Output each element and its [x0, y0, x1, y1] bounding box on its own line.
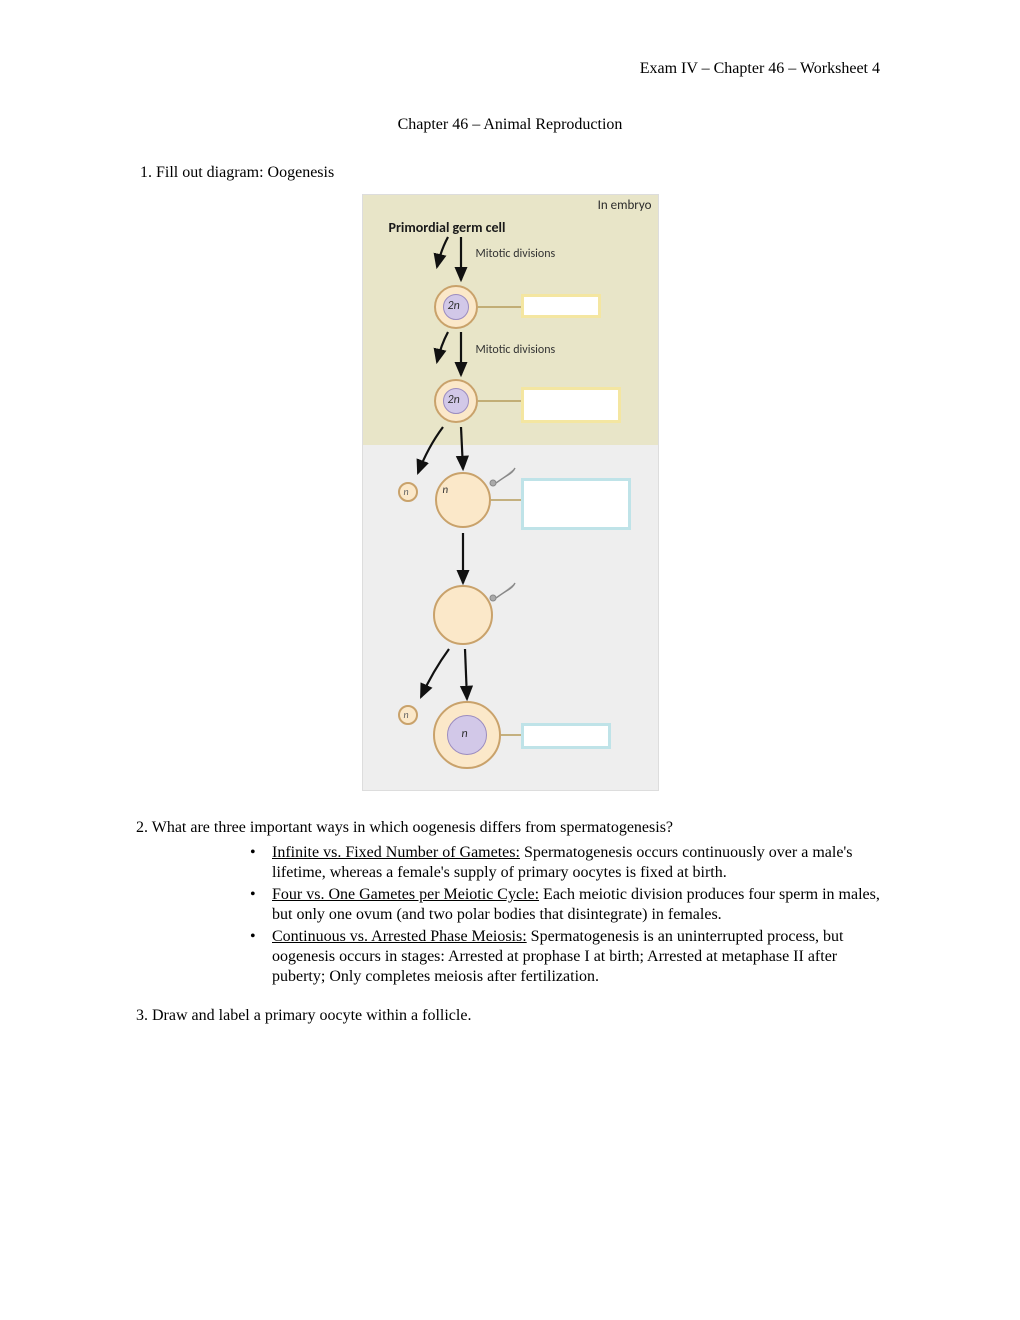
q2-item-3-head: Continuous vs. Arrested Phase Meiosis: [272, 928, 527, 945]
question-3: 3. Draw and label a primary oocyte withi… [136, 1007, 880, 1025]
answer-box-4[interactable] [521, 723, 611, 749]
answer-box-3[interactable] [521, 478, 631, 530]
cell-oogonium-label: 2n [448, 299, 460, 313]
cell-secondary [435, 472, 491, 528]
polar-body-2-label: n [404, 708, 409, 721]
oogenesis-diagram: In embryo Primordial germ cell Mitotic d… [362, 194, 659, 791]
q2-item-1: Infinite vs. Fixed Number of Gametes: Sp… [250, 843, 880, 883]
cell-primary-label: 2n [448, 393, 460, 407]
page-header: Exam IV – Chapter 46 – Worksheet 4 [140, 60, 880, 78]
answer-box-1[interactable] [521, 294, 601, 318]
diagram-container: In embryo Primordial germ cell Mitotic d… [140, 194, 880, 791]
q2-item-2-head: Four vs. One Gametes per Meiotic Cycle: [272, 886, 539, 903]
q2-item-2: Four vs. One Gametes per Meiotic Cycle: … [250, 885, 880, 925]
cell-ovum-label: n [462, 727, 468, 741]
question-2-list: Infinite vs. Fixed Number of Gametes: Sp… [140, 843, 880, 987]
q2-item-1-head: Infinite vs. Fixed Number of Gametes: [272, 844, 520, 861]
cell-secondary-label: n [443, 483, 449, 496]
page-title: Chapter 46 – Animal Reproduction [140, 116, 880, 134]
cell-fertilization [433, 585, 493, 645]
question-2: 2. What are three important ways in whic… [136, 819, 880, 837]
q2-item-3: Continuous vs. Arrested Phase Meiosis: S… [250, 927, 880, 987]
polar-body-1-label: n [404, 485, 409, 498]
question-1: 1. Fill out diagram: Oogenesis [140, 164, 880, 182]
answer-box-2[interactable] [521, 387, 621, 423]
